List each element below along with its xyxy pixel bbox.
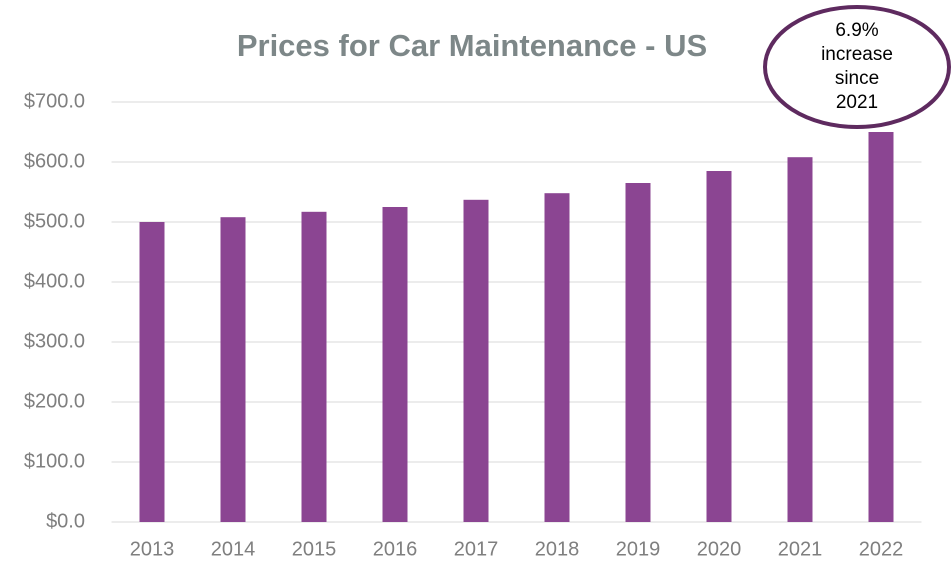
x-tick-label: 2016 xyxy=(373,538,418,560)
chart-title: Prices for Car Maintenance - US xyxy=(237,28,707,63)
annotation-box: 6.9% increase since 2021 xyxy=(765,7,949,127)
bar xyxy=(544,193,570,522)
x-tick-label: 2021 xyxy=(778,538,823,560)
y-tick-label: $300.0 xyxy=(24,330,85,352)
bar xyxy=(220,217,246,522)
annotation-ellipse xyxy=(763,5,951,129)
y-tick-label: $600.0 xyxy=(24,150,85,172)
x-tick-label: 2013 xyxy=(130,538,175,560)
y-tick-label: $100.0 xyxy=(24,450,85,472)
bar xyxy=(868,132,894,522)
bar xyxy=(139,222,165,522)
annotation-text: 6.9% increase since 2021 xyxy=(821,20,893,113)
bar xyxy=(382,207,408,522)
y-tick-label: $500.0 xyxy=(24,210,85,232)
y-tick-label: $0.0 xyxy=(46,510,85,532)
bar xyxy=(706,171,732,522)
y-tick-label: $700.0 xyxy=(24,90,85,112)
bar xyxy=(625,183,651,522)
bar xyxy=(301,211,327,523)
bar xyxy=(463,199,489,523)
x-tick-label: 2017 xyxy=(454,538,499,560)
annotation: 6.9% increase since 2021 xyxy=(765,7,949,127)
x-tick-label: 2015 xyxy=(292,538,337,560)
y-tick-label: $200.0 xyxy=(24,390,85,412)
x-tick-label: 2019 xyxy=(616,538,661,560)
x-tick-label: 2022 xyxy=(859,538,904,560)
x-tick-label: 2014 xyxy=(211,538,256,560)
y-tick-label: $400.0 xyxy=(24,270,85,292)
x-tick-label: 2020 xyxy=(697,538,742,560)
x-tick-label: 2018 xyxy=(535,538,580,560)
bar xyxy=(787,157,813,522)
